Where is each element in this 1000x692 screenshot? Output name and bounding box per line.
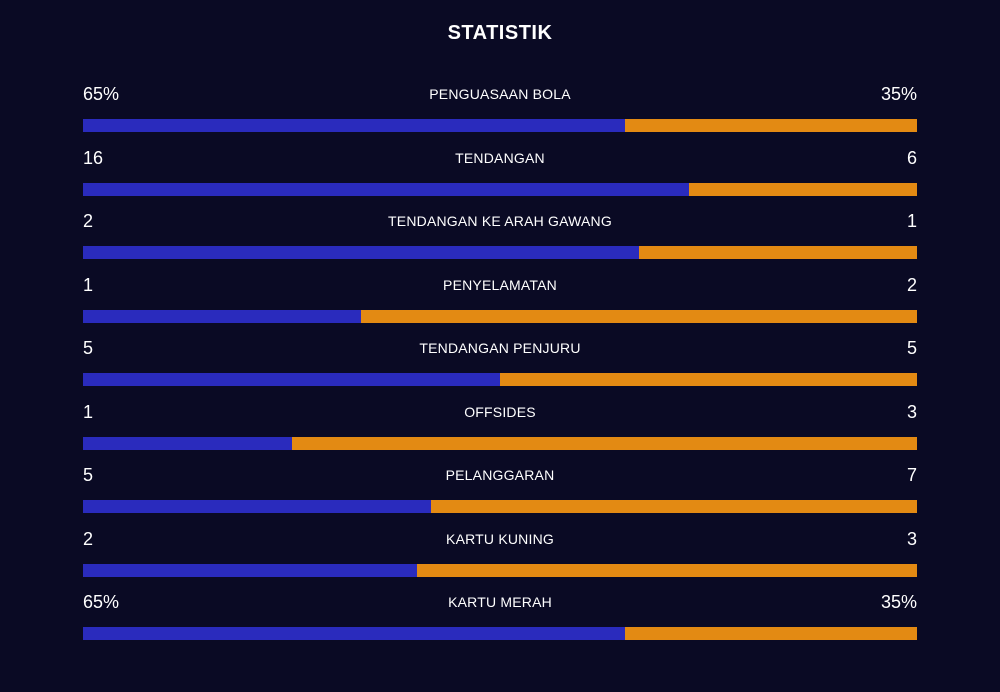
away-bar-segment: [416, 563, 917, 577]
home-bar-segment: [83, 563, 417, 577]
comparison-bar: [83, 627, 917, 640]
home-value: 2: [83, 211, 94, 231]
stat-row: 5 TENDANGAN PENJURU 5: [83, 334, 917, 398]
home-bar-segment: [83, 627, 626, 640]
stat-label: PENGUASAAN BOLA: [429, 86, 571, 102]
away-value: 3: [906, 528, 917, 549]
stat-label: PELANGGARAN: [445, 467, 555, 483]
away-value: 7: [906, 465, 917, 485]
home-value: 1: [83, 274, 94, 295]
away-bar-segment: [291, 436, 917, 450]
comparison-bar: [83, 500, 917, 513]
home-value: 1: [83, 401, 94, 422]
comparison-bar: [83, 436, 917, 450]
away-bar-segment: [625, 627, 917, 640]
stat-label: OFFSIDES: [464, 403, 536, 420]
away-bar-segment: [360, 309, 917, 323]
stat-row: 65% PENGUASAAN BOLA 35%: [83, 80, 917, 144]
stat-label: PENYELAMATAN: [443, 276, 557, 293]
stat-label: TENDANGAN PENJURU: [419, 340, 581, 356]
stat-row: 2 TENDANGAN KE ARAH GAWANG 1: [83, 207, 917, 271]
away-value: 35%: [880, 84, 917, 104]
away-value: 2: [906, 274, 917, 295]
away-bar-segment: [625, 119, 917, 132]
away-bar-segment: [430, 500, 917, 513]
home-value: 2: [83, 528, 94, 549]
stats-list: 65% PENGUASAAN BOLA 35% 16 TENDANGAN 6 2 TENDAN…: [83, 80, 917, 652]
stat-label: KARTU MERAH: [448, 594, 552, 610]
comparison-bar: [83, 309, 917, 323]
comparison-bar: [83, 246, 917, 259]
home-bar-segment: [83, 500, 431, 513]
home-bar-segment: [83, 373, 500, 386]
home-value: 16: [83, 147, 104, 168]
comparison-bar: [83, 563, 917, 577]
home-bar-segment: [83, 182, 690, 196]
home-bar-segment: [83, 246, 640, 259]
away-value: 35%: [880, 592, 917, 612]
away-value: 1: [906, 211, 917, 231]
home-bar-segment: [83, 436, 292, 450]
away-value: 5: [906, 338, 917, 358]
away-value: 6: [906, 147, 917, 168]
stats-title: STATISTIK: [447, 22, 553, 44]
stat-row: 2 KARTU KUNING 3: [83, 525, 917, 589]
home-value: 5: [83, 338, 94, 358]
stat-row: 16 TENDANGAN 6: [83, 144, 917, 208]
away-bar-segment: [689, 182, 917, 196]
home-bar-segment: [83, 309, 361, 323]
stat-label: TENDANGAN: [455, 149, 545, 166]
comparison-bar: [83, 373, 917, 386]
away-value: 3: [906, 401, 917, 422]
stat-row: 1 PENYELAMATAN 2: [83, 271, 917, 335]
stat-row: 1 OFFSIDES 3: [83, 398, 917, 462]
home-value: 5: [83, 465, 94, 485]
away-bar-segment: [500, 373, 917, 386]
comparison-bar: [83, 119, 917, 132]
stat-label: TENDANGAN KE ARAH GAWANG: [388, 213, 612, 229]
stat-row: 65% KARTU MERAH 35%: [83, 588, 917, 652]
comparison-bar: [83, 182, 917, 196]
stat-label: KARTU KUNING: [446, 530, 554, 547]
stat-row: 5 PELANGGARAN 7: [83, 461, 917, 525]
home-value: 65%: [83, 84, 120, 104]
home-value: 65%: [83, 592, 120, 612]
home-bar-segment: [83, 119, 626, 132]
away-bar-segment: [639, 246, 917, 259]
